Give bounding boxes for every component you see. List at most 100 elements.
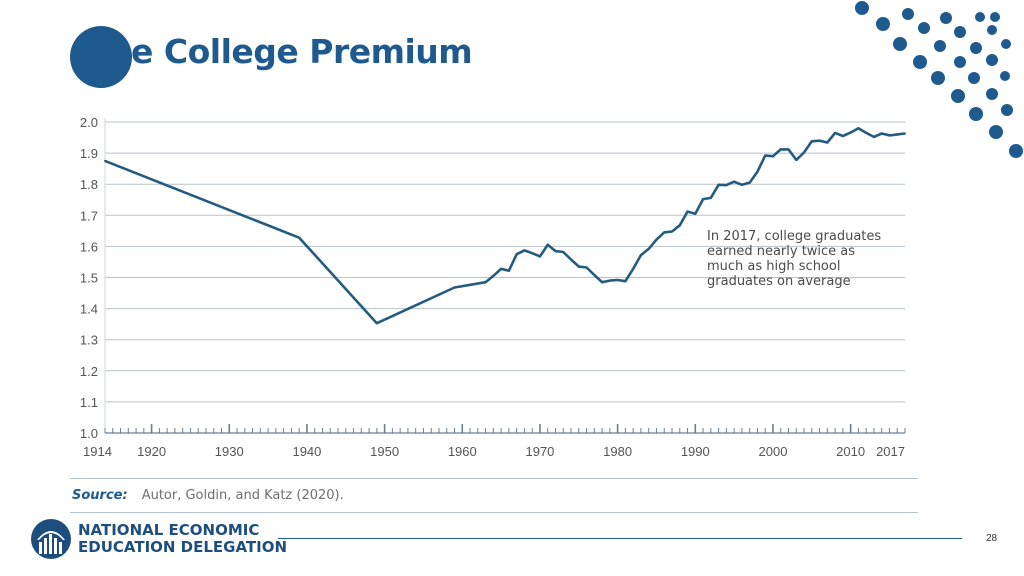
y-axis: 1.0 1.1 1.2 1.3 1.4 1.5 1.6 1.7 1.8 1.9 2.0 — [80, 115, 98, 441]
page-title: The College Premium — [86, 32, 473, 71]
data-point — [756, 170, 759, 173]
data-point — [616, 278, 619, 281]
data-point — [523, 249, 526, 252]
data-point — [601, 281, 604, 284]
data-point — [748, 181, 751, 184]
data-point — [834, 131, 837, 134]
data-point — [670, 230, 673, 233]
data-point — [841, 134, 844, 137]
y-tick-label: 1.8 — [80, 177, 98, 192]
annotation-line: graduates on average — [707, 274, 851, 289]
x-tick-label: 2010 — [836, 444, 865, 459]
y-tick-label: 1.5 — [80, 271, 98, 286]
data-point — [593, 274, 596, 277]
data-point — [639, 254, 642, 257]
data-point — [725, 184, 728, 187]
data-point — [570, 258, 573, 261]
data-point — [538, 255, 541, 258]
footer-rule — [278, 538, 962, 539]
x-tick-label: 2017 — [876, 444, 905, 459]
data-point — [531, 252, 534, 255]
org-name-line-2: EDUCATION DELEGATION — [78, 538, 288, 556]
data-point — [577, 265, 580, 268]
data-point — [764, 154, 767, 157]
y-tick-label: 1.3 — [80, 333, 98, 348]
x-tick-label: 1930 — [215, 444, 244, 459]
data-point — [562, 250, 565, 253]
data-point — [709, 196, 712, 199]
data-point — [686, 210, 689, 213]
organization-name: NATIONAL ECONOMIC EDUCATION DELEGATION — [78, 522, 287, 556]
x-tick-label: 1970 — [525, 444, 554, 459]
data-point — [484, 281, 487, 284]
x-tick-label: 1980 — [603, 444, 632, 459]
data-point — [500, 267, 503, 270]
data-point — [585, 266, 588, 269]
x-tick-label: 1940 — [292, 444, 321, 459]
data-point — [740, 183, 743, 186]
series-line — [104, 126, 906, 325]
x-axis — [104, 118, 906, 434]
data-point — [453, 286, 456, 289]
x-tick-label: 1950 — [370, 444, 399, 459]
data-point — [880, 132, 883, 135]
x-axis-tick-labels: 1914 1920 1930 1940 1950 1960 1970 1980 1990 2000… — [83, 444, 905, 459]
x-tick-label: 1990 — [681, 444, 710, 459]
x-tick-label: 1960 — [448, 444, 477, 459]
data-point — [888, 134, 891, 137]
y-tick-label: 1.1 — [80, 395, 98, 410]
data-point — [554, 250, 557, 253]
data-point — [803, 151, 806, 154]
source-label: Source: — [72, 488, 128, 503]
data-point — [702, 198, 705, 201]
data-point — [678, 224, 681, 227]
data-point — [632, 267, 635, 270]
data-point — [655, 238, 658, 241]
data-point — [849, 131, 852, 134]
series-layer — [104, 126, 906, 325]
data-point — [771, 155, 774, 158]
data-point — [826, 141, 829, 144]
data-point — [733, 180, 736, 183]
y-tick-label: 2.0 — [80, 115, 98, 130]
data-point — [865, 131, 868, 134]
data-point — [694, 212, 697, 215]
data-point — [546, 243, 549, 246]
data-point — [787, 148, 790, 151]
y-tick-label: 1.0 — [80, 426, 98, 441]
data-point — [896, 133, 899, 136]
data-point — [904, 132, 906, 135]
college-premium-chart: 1.01.11.21.31.41.51.61.71.81.92.0 1914 19… — [80, 115, 906, 459]
y-tick-label: 1.6 — [80, 239, 98, 254]
data-point — [779, 148, 782, 151]
gridlines — [105, 121, 905, 403]
y-tick-label: 1.7 — [80, 208, 98, 223]
data-point — [818, 139, 821, 142]
data-point — [515, 253, 518, 256]
nee-logo — [31, 519, 71, 559]
decorative-dot-pattern — [855, 1, 1023, 158]
x-tick-label: 1914 — [83, 444, 112, 459]
data-point — [872, 135, 875, 138]
data-point — [104, 159, 106, 162]
data-point — [647, 247, 650, 250]
x-tick-label: 2000 — [759, 444, 788, 459]
source-divider-top — [70, 478, 918, 479]
title-accent-circle — [70, 26, 132, 88]
x-tick-label: 1920 — [137, 444, 166, 459]
data-point — [857, 127, 860, 130]
data-point — [795, 158, 798, 161]
y-tick-label: 1.2 — [80, 364, 98, 379]
annotation-line: much as high school — [707, 259, 840, 274]
data-point — [298, 236, 301, 239]
y-tick-label: 1.4 — [80, 302, 98, 317]
data-point — [608, 279, 611, 282]
source-text: Autor, Goldin, and Katz (2020). — [141, 488, 344, 503]
data-point — [375, 322, 378, 325]
data-point — [492, 274, 495, 277]
data-point — [507, 269, 510, 272]
org-name-line-1: NATIONAL ECONOMIC — [78, 521, 260, 539]
y-tick-label: 1.9 — [80, 146, 98, 161]
data-point — [717, 183, 720, 186]
